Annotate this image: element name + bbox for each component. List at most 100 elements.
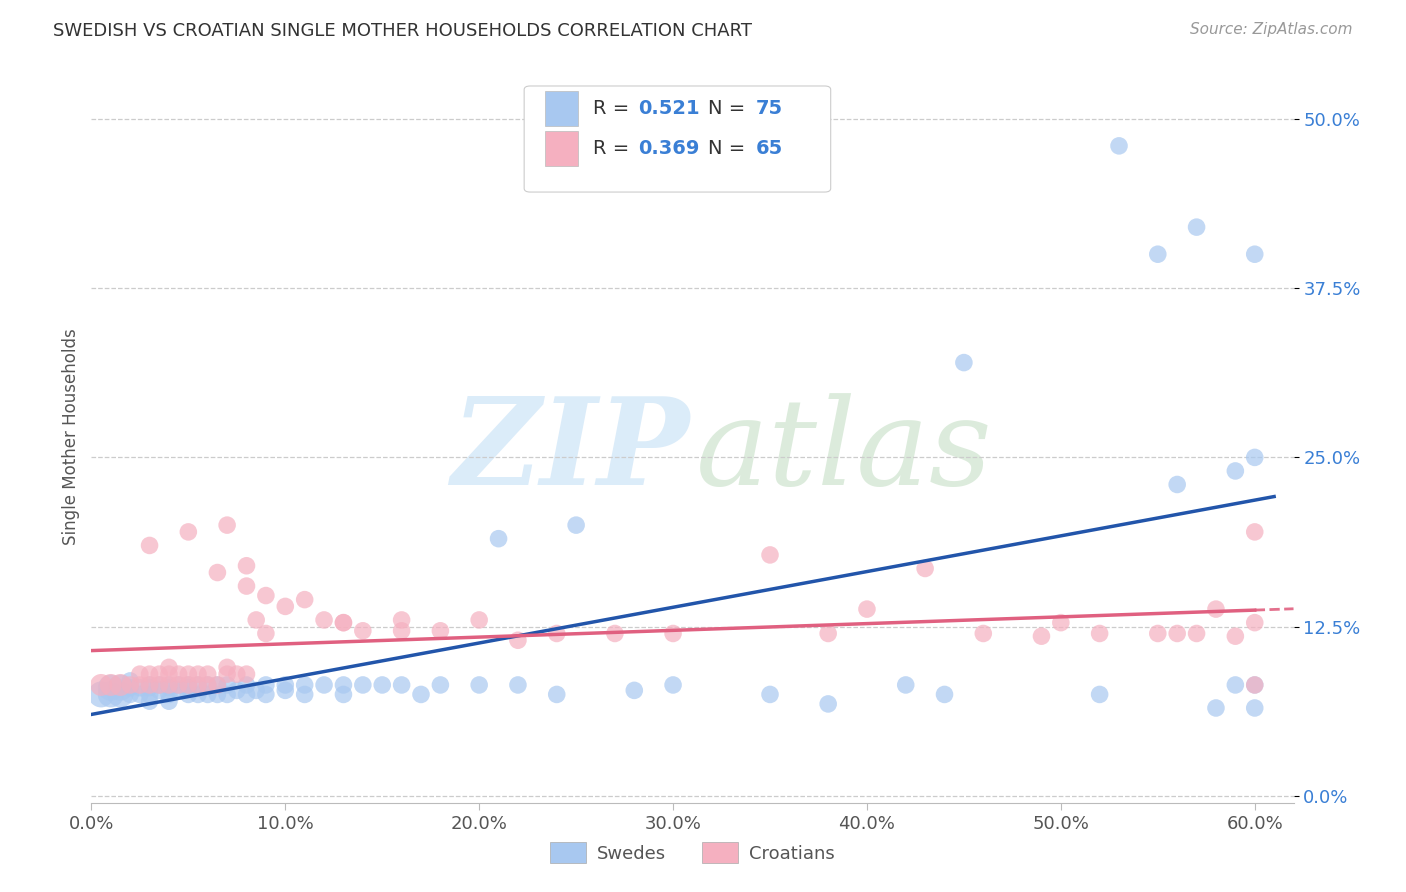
Point xyxy=(1031,629,1053,643)
Point xyxy=(1050,615,1073,630)
Point xyxy=(167,683,190,698)
Point xyxy=(352,624,374,638)
Point xyxy=(90,678,112,692)
Point xyxy=(138,694,160,708)
Point xyxy=(245,683,267,698)
Point xyxy=(1225,678,1247,692)
Text: 65: 65 xyxy=(756,138,783,158)
Point xyxy=(371,678,394,692)
Point xyxy=(217,688,239,702)
Text: 0.369: 0.369 xyxy=(638,138,700,158)
Point xyxy=(254,688,277,702)
Point xyxy=(409,688,432,702)
Point xyxy=(1243,524,1265,539)
Point xyxy=(138,538,160,552)
Point xyxy=(1243,247,1265,261)
Point xyxy=(217,518,239,533)
Point xyxy=(953,355,976,369)
Point xyxy=(235,579,257,593)
Point xyxy=(235,667,257,681)
Point xyxy=(546,688,568,702)
Point xyxy=(352,678,374,692)
Point xyxy=(274,683,297,698)
Point xyxy=(1146,247,1168,261)
Point xyxy=(235,678,257,692)
Point xyxy=(759,548,782,562)
Text: ZIP: ZIP xyxy=(450,392,689,511)
Point xyxy=(894,678,917,692)
Point xyxy=(1243,678,1265,692)
Point xyxy=(157,667,180,681)
Point xyxy=(274,678,297,692)
Text: 0.521: 0.521 xyxy=(638,99,700,118)
Point xyxy=(1185,626,1208,640)
Point xyxy=(128,678,150,692)
Point xyxy=(391,624,413,638)
Text: Source: ZipAtlas.com: Source: ZipAtlas.com xyxy=(1189,22,1353,37)
Point xyxy=(294,592,316,607)
Point xyxy=(120,678,142,692)
Point xyxy=(128,681,150,695)
Point xyxy=(187,678,209,692)
Point xyxy=(100,688,122,702)
Point xyxy=(662,678,685,692)
Point xyxy=(468,678,491,692)
Text: 75: 75 xyxy=(756,99,783,118)
Point xyxy=(391,613,413,627)
Point xyxy=(148,678,170,692)
Point xyxy=(1205,602,1227,616)
Bar xyxy=(544,91,578,127)
Point xyxy=(177,678,200,692)
Text: R =: R = xyxy=(593,99,636,118)
Point xyxy=(1243,701,1265,715)
Point xyxy=(197,667,219,681)
Point xyxy=(177,681,200,695)
Point xyxy=(1205,701,1227,715)
Point xyxy=(128,667,150,681)
Point xyxy=(294,678,316,692)
Point xyxy=(148,683,170,698)
Point xyxy=(254,626,277,640)
Point xyxy=(120,681,142,695)
Point xyxy=(254,678,277,692)
Point xyxy=(157,678,180,692)
Bar xyxy=(544,130,578,166)
Point xyxy=(100,681,122,695)
Point xyxy=(1108,139,1130,153)
Point xyxy=(235,688,257,702)
Point xyxy=(148,667,170,681)
Point xyxy=(217,660,239,674)
Point xyxy=(157,694,180,708)
Point xyxy=(225,683,247,698)
Point xyxy=(207,678,229,692)
Point xyxy=(623,683,645,698)
Text: atlas: atlas xyxy=(696,393,993,510)
Point xyxy=(177,667,200,681)
Point xyxy=(235,558,257,573)
Legend: Swedes, Croatians: Swedes, Croatians xyxy=(543,835,842,871)
Point xyxy=(546,626,568,640)
Point xyxy=(934,688,956,702)
Point xyxy=(1088,688,1111,702)
Point xyxy=(817,697,839,711)
Point xyxy=(157,678,180,692)
Point xyxy=(506,633,529,648)
Point xyxy=(1243,678,1265,692)
Point xyxy=(138,678,160,692)
Point xyxy=(603,626,626,640)
Point xyxy=(217,678,239,692)
Point xyxy=(138,681,160,695)
Point xyxy=(225,667,247,681)
Point xyxy=(110,678,132,692)
Point xyxy=(187,667,209,681)
Text: SWEDISH VS CROATIAN SINGLE MOTHER HOUSEHOLDS CORRELATION CHART: SWEDISH VS CROATIAN SINGLE MOTHER HOUSEH… xyxy=(53,22,752,40)
Point xyxy=(120,688,142,702)
Point xyxy=(1243,615,1265,630)
Point xyxy=(207,678,229,692)
Point xyxy=(138,688,160,702)
Point xyxy=(110,688,132,702)
Text: N =: N = xyxy=(709,138,752,158)
Point xyxy=(177,678,200,692)
Point xyxy=(914,561,936,575)
Point xyxy=(1225,629,1247,643)
